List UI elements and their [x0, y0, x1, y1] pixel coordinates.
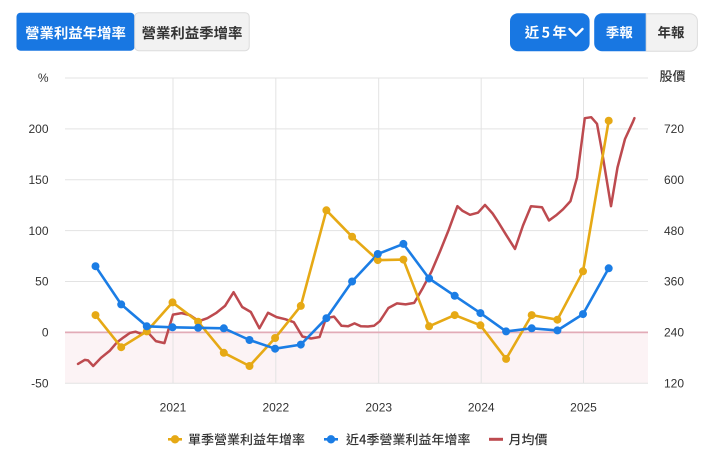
- svg-text:%: %: [38, 71, 49, 85]
- svg-text:2021: 2021: [160, 401, 187, 415]
- svg-text:2023: 2023: [365, 401, 392, 415]
- svg-text:150: 150: [28, 173, 48, 187]
- svg-text:120: 120: [664, 376, 684, 390]
- svg-text:-50: -50: [31, 376, 49, 390]
- svg-text:2022: 2022: [262, 401, 289, 415]
- svg-text:240: 240: [664, 326, 684, 340]
- svg-text:2024: 2024: [468, 401, 495, 415]
- svg-text:480: 480: [664, 224, 684, 238]
- svg-text:0: 0: [42, 326, 49, 340]
- svg-text:2025: 2025: [570, 401, 597, 415]
- svg-text:100: 100: [28, 224, 48, 238]
- svg-text:360: 360: [664, 275, 684, 289]
- svg-text:200: 200: [28, 122, 48, 136]
- svg-text:720: 720: [664, 122, 684, 136]
- svg-text:600: 600: [664, 173, 684, 187]
- svg-text:50: 50: [35, 275, 49, 289]
